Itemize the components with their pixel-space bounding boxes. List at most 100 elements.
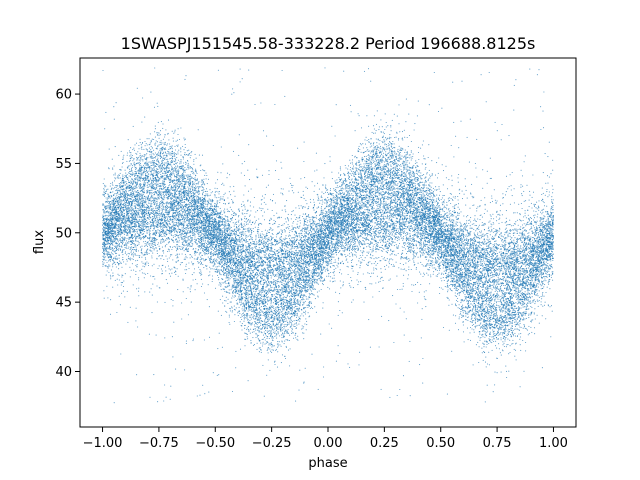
data-point [157, 244, 158, 245]
data-point [231, 227, 232, 228]
data-point [333, 253, 334, 254]
data-point [417, 201, 418, 202]
data-point [278, 276, 279, 277]
data-point [507, 280, 508, 281]
data-point [461, 226, 462, 227]
data-point [493, 246, 494, 247]
data-point [232, 391, 233, 392]
data-point [132, 167, 133, 168]
data-point [116, 102, 117, 103]
data-point [518, 299, 519, 300]
data-point [514, 232, 515, 233]
data-point [491, 198, 492, 199]
data-point [541, 288, 542, 289]
data-point [192, 245, 193, 246]
data-point [512, 316, 513, 317]
data-point [500, 337, 501, 338]
data-point [330, 251, 331, 252]
data-point [470, 119, 471, 120]
data-point [426, 259, 427, 260]
data-point [221, 236, 222, 237]
data-point [206, 211, 207, 212]
data-point [498, 330, 499, 331]
data-point [162, 169, 163, 170]
data-point [541, 296, 542, 297]
data-point [205, 265, 206, 266]
data-point [511, 225, 512, 226]
data-point [254, 303, 255, 304]
data-point [525, 276, 526, 277]
data-point [431, 187, 432, 188]
data-point [288, 214, 289, 215]
data-point [177, 256, 178, 257]
data-point [534, 217, 535, 218]
data-point [383, 221, 384, 222]
data-point [231, 302, 232, 303]
data-point [266, 286, 267, 287]
data-point [166, 153, 167, 154]
data-point [498, 214, 499, 215]
data-point [326, 211, 327, 212]
data-point [157, 227, 158, 228]
data-point [106, 197, 107, 198]
data-point [371, 151, 372, 152]
data-point [467, 320, 468, 321]
data-point [457, 196, 458, 197]
data-point [427, 263, 428, 264]
data-point [337, 249, 338, 250]
data-point [271, 277, 272, 278]
data-point [163, 259, 164, 260]
data-point [224, 209, 225, 210]
data-point [120, 177, 121, 178]
data-point [157, 253, 158, 254]
data-point [180, 155, 181, 156]
data-point [281, 318, 282, 319]
data-point [503, 322, 504, 323]
data-point [259, 207, 260, 208]
data-point [276, 324, 277, 325]
data-point [217, 191, 218, 192]
data-point [466, 277, 467, 278]
data-point [327, 268, 328, 269]
data-point [544, 284, 545, 285]
data-point [386, 159, 387, 160]
data-point [542, 277, 543, 278]
data-point [125, 216, 126, 217]
data-point [500, 311, 501, 312]
data-point [416, 232, 417, 233]
data-point [138, 277, 139, 278]
data-point [163, 139, 164, 140]
data-point [207, 191, 208, 192]
data-point [474, 283, 475, 284]
data-point [127, 322, 128, 323]
data-point [214, 263, 215, 264]
data-point [546, 226, 547, 227]
data-point [503, 258, 504, 259]
data-point [364, 166, 365, 167]
data-point [147, 246, 148, 247]
data-point [303, 312, 304, 313]
data-point [336, 179, 337, 180]
data-point [403, 181, 404, 182]
data-point [226, 248, 227, 249]
data-point [201, 258, 202, 259]
data-point [497, 372, 498, 373]
data-point [504, 340, 505, 341]
data-point [190, 167, 191, 168]
data-point [462, 243, 463, 244]
data-point [456, 217, 457, 218]
data-point [108, 264, 109, 265]
data-point [164, 164, 165, 165]
data-point [259, 316, 260, 317]
data-point [515, 302, 516, 303]
data-point [430, 239, 431, 240]
data-point [167, 219, 168, 220]
data-point [413, 153, 414, 154]
data-point [507, 314, 508, 315]
data-point [374, 184, 375, 185]
data-point [540, 255, 541, 256]
data-point [286, 274, 287, 275]
data-point [204, 243, 205, 244]
data-point [496, 290, 497, 291]
data-point [551, 249, 552, 250]
